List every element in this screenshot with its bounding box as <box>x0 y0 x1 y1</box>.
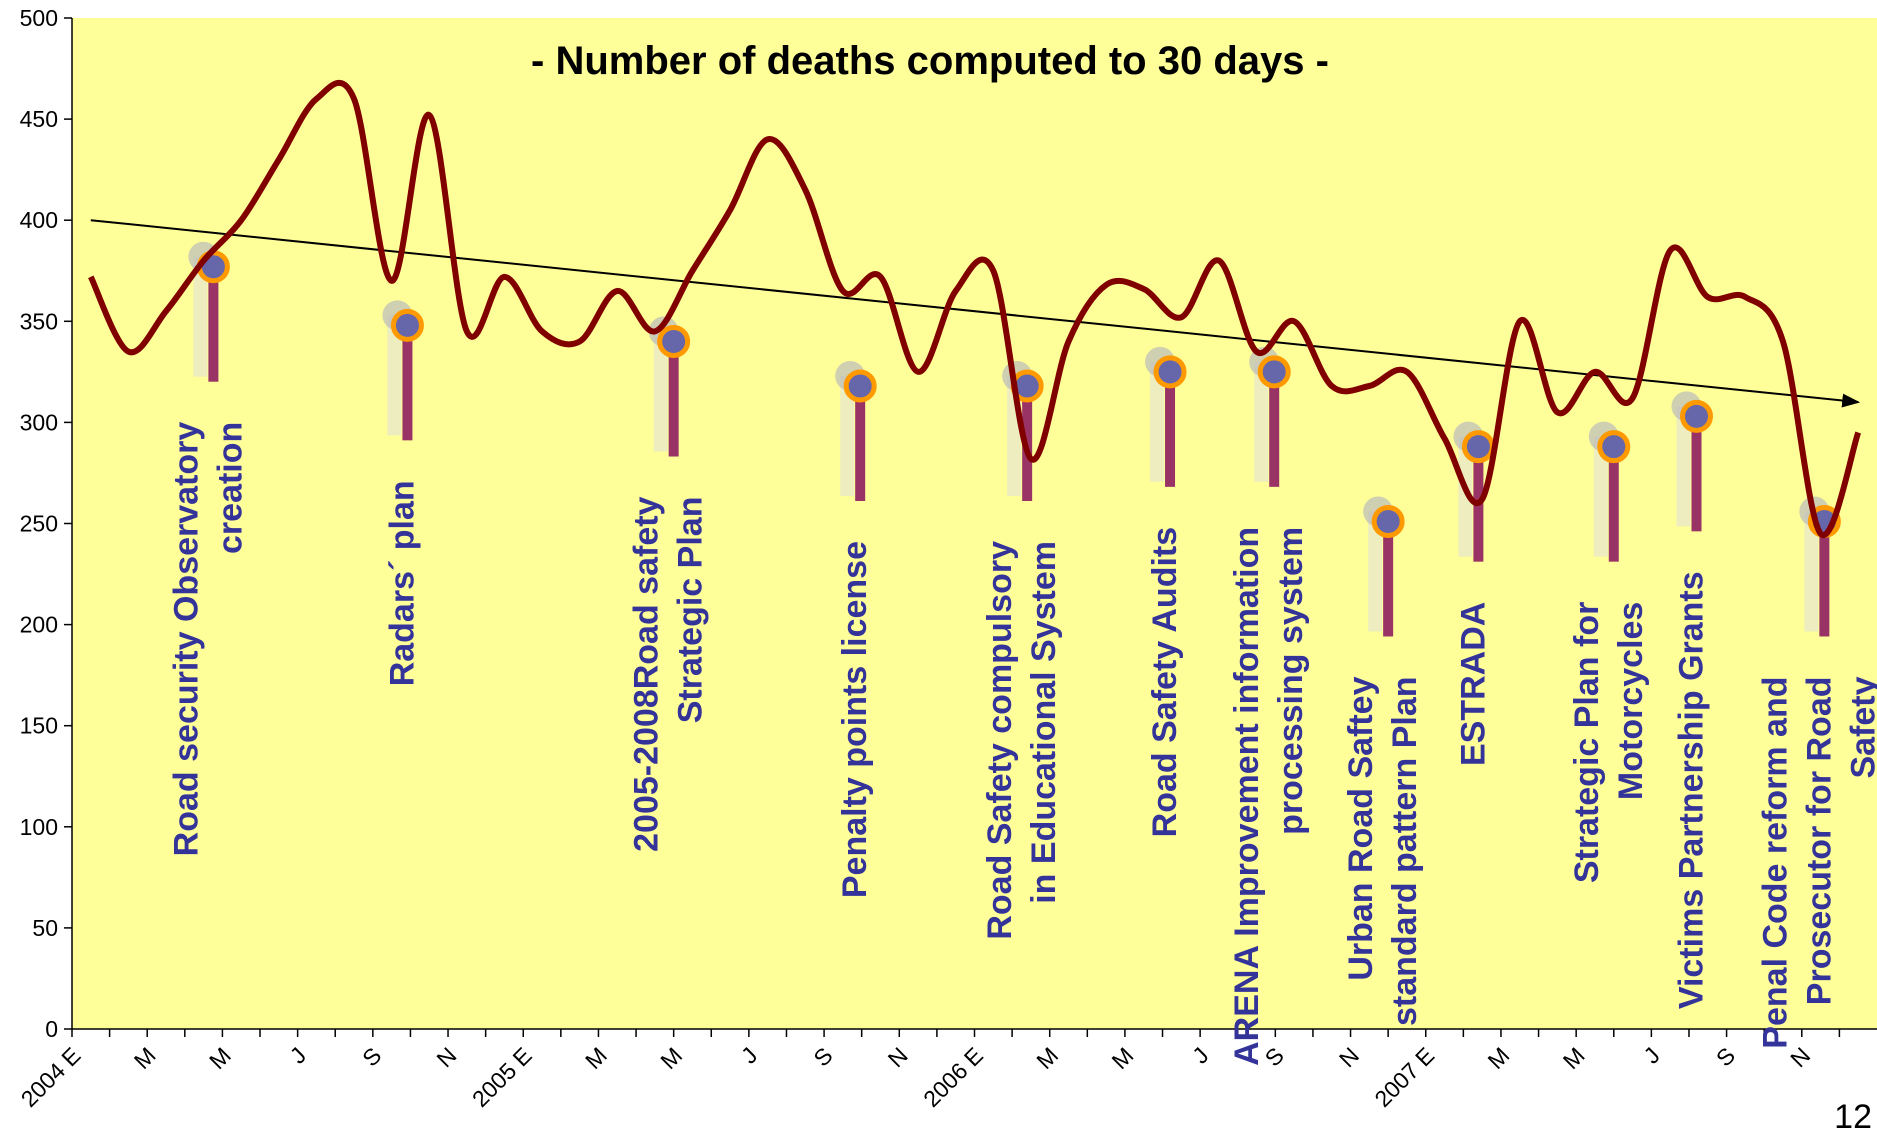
annotation-text: Safety <box>1844 676 1877 778</box>
pin-shadow <box>1150 361 1165 482</box>
chart-title: - Number of deaths computed to 30 days - <box>531 39 1329 83</box>
pin-head <box>1461 430 1495 464</box>
annotation-text: Road Safety compulsory <box>981 541 1019 940</box>
trend-line <box>90 219 1861 408</box>
pin-stick <box>1608 446 1619 562</box>
x-tick-label: S <box>808 1042 837 1071</box>
pin-stick <box>668 341 679 457</box>
pin-stick <box>402 325 413 441</box>
x-tick-label: S <box>1711 1042 1740 1071</box>
annotation-text: Motorcycles <box>1612 602 1650 800</box>
annotation-text: ARENA Improvement information <box>1228 527 1266 1066</box>
annotation-text: ESTRADA <box>1454 602 1492 766</box>
y-tick-label: 150 <box>20 713 58 739</box>
annotation-text: Radars´ plan <box>383 480 421 686</box>
x-tick-label: M <box>655 1042 687 1074</box>
annotation-text: Victims Partnership Grants <box>1673 571 1711 1009</box>
annotation-text: Road Safety Audits <box>1146 527 1184 837</box>
annotation-text: Penal Code reform and <box>1756 676 1794 1048</box>
pin-head <box>1597 430 1631 464</box>
pin-stick <box>1383 521 1394 637</box>
y-tick-label: 300 <box>20 409 58 435</box>
x-tick-label: M <box>1483 1042 1515 1074</box>
y-tick-label: 450 <box>20 106 58 132</box>
x-tick-label: M <box>1031 1042 1063 1074</box>
x-tick-label: J <box>285 1042 312 1069</box>
annotation-text: Strategic Plan <box>672 497 710 724</box>
pin-shadow <box>1676 406 1691 527</box>
x-tick-label: M <box>1107 1042 1139 1074</box>
annotation-text: in Educational System <box>1025 541 1063 904</box>
y-tick-label: 400 <box>20 207 58 233</box>
y-tick-label: 200 <box>20 612 58 638</box>
pin-shadow <box>1593 436 1608 557</box>
pin-stick <box>1819 521 1830 637</box>
annotation-text: standard pattern Plan <box>1386 676 1424 1026</box>
x-tick-label: N <box>1334 1042 1364 1072</box>
y-tick-label: 350 <box>20 308 58 334</box>
x-tick-label: J <box>1187 1042 1214 1069</box>
pin-stick <box>208 266 219 382</box>
pin-shadow <box>653 331 668 452</box>
pin-shadow <box>1368 511 1383 632</box>
pin-shadow <box>193 256 208 377</box>
x-tick-label: S <box>357 1042 386 1071</box>
pin-head <box>1680 399 1713 433</box>
pin-stick <box>1691 416 1702 532</box>
pin-head <box>390 308 424 342</box>
x-tick-label: J <box>736 1042 763 1069</box>
pin-head <box>843 369 877 403</box>
page-number: 12 <box>1834 1098 1872 1132</box>
annotation-text: Strategic Plan for <box>1568 602 1606 884</box>
annotation-text: processing system <box>1272 527 1310 835</box>
y-tick-label: 50 <box>32 915 58 941</box>
x-tick-label: M <box>580 1042 612 1074</box>
series-line <box>88 80 1862 539</box>
annotation-text: Urban Road Saftey <box>1342 676 1380 980</box>
pin-stick <box>1165 371 1176 487</box>
x-tick-label: M <box>1558 1042 1590 1074</box>
pin-head <box>657 325 691 359</box>
x-tick-label: N <box>431 1042 461 1072</box>
pin-shadow <box>1254 361 1269 482</box>
annotation-text: Penalty points license <box>836 541 874 898</box>
y-tick-label: 250 <box>20 511 58 537</box>
x-tick-label: 2005 E <box>467 1042 537 1112</box>
x-tick-label: J <box>1638 1042 1665 1069</box>
y-tick-label: 100 <box>20 814 58 840</box>
y-tick-label: 500 <box>20 5 58 31</box>
pin-stick <box>855 386 866 502</box>
pin-shadow <box>840 376 855 497</box>
annotation-text: Prosecutor for Road <box>1800 676 1838 1005</box>
x-tick-label: 2004 E <box>16 1042 86 1112</box>
pin-shadow <box>1458 436 1473 557</box>
pin-head <box>1257 355 1291 389</box>
annotation-text: creation <box>211 422 249 554</box>
y-tick-label: 0 <box>45 1016 58 1042</box>
pin-shadow <box>387 315 402 436</box>
x-tick-label: M <box>129 1042 161 1074</box>
annotation-text: 2005-2008Road safety <box>628 496 666 851</box>
pin-head <box>1153 355 1187 389</box>
pin-head <box>1371 504 1405 538</box>
x-tick-label: 2006 E <box>918 1042 988 1112</box>
x-tick-label: N <box>883 1042 913 1072</box>
pin-shadow <box>1804 511 1819 632</box>
pin-stick <box>1269 371 1280 487</box>
x-tick-label: M <box>204 1042 236 1074</box>
x-tick-label: 2007 E <box>1369 1042 1439 1112</box>
annotation-text: Road security Observatory <box>167 422 205 857</box>
